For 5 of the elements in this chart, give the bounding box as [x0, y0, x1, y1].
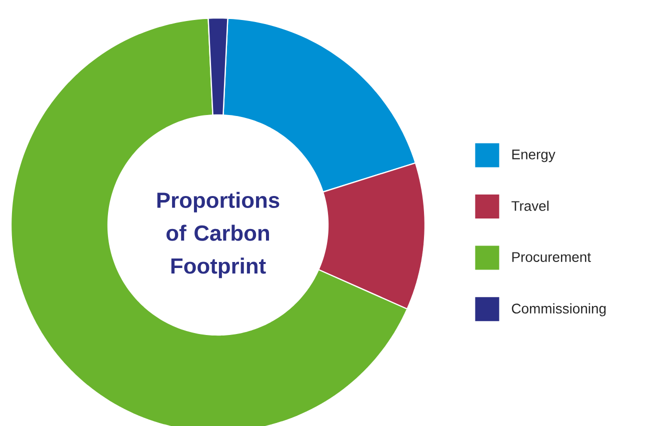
legend-label: Procurement — [512, 252, 591, 262]
text: Proportions of Carbon Footprint — [157, 192, 280, 278]
legend-label: Energy — [512, 150, 556, 162]
legend-label: Commissioning — [512, 303, 606, 316]
legend-label: Travel — [511, 200, 548, 211]
